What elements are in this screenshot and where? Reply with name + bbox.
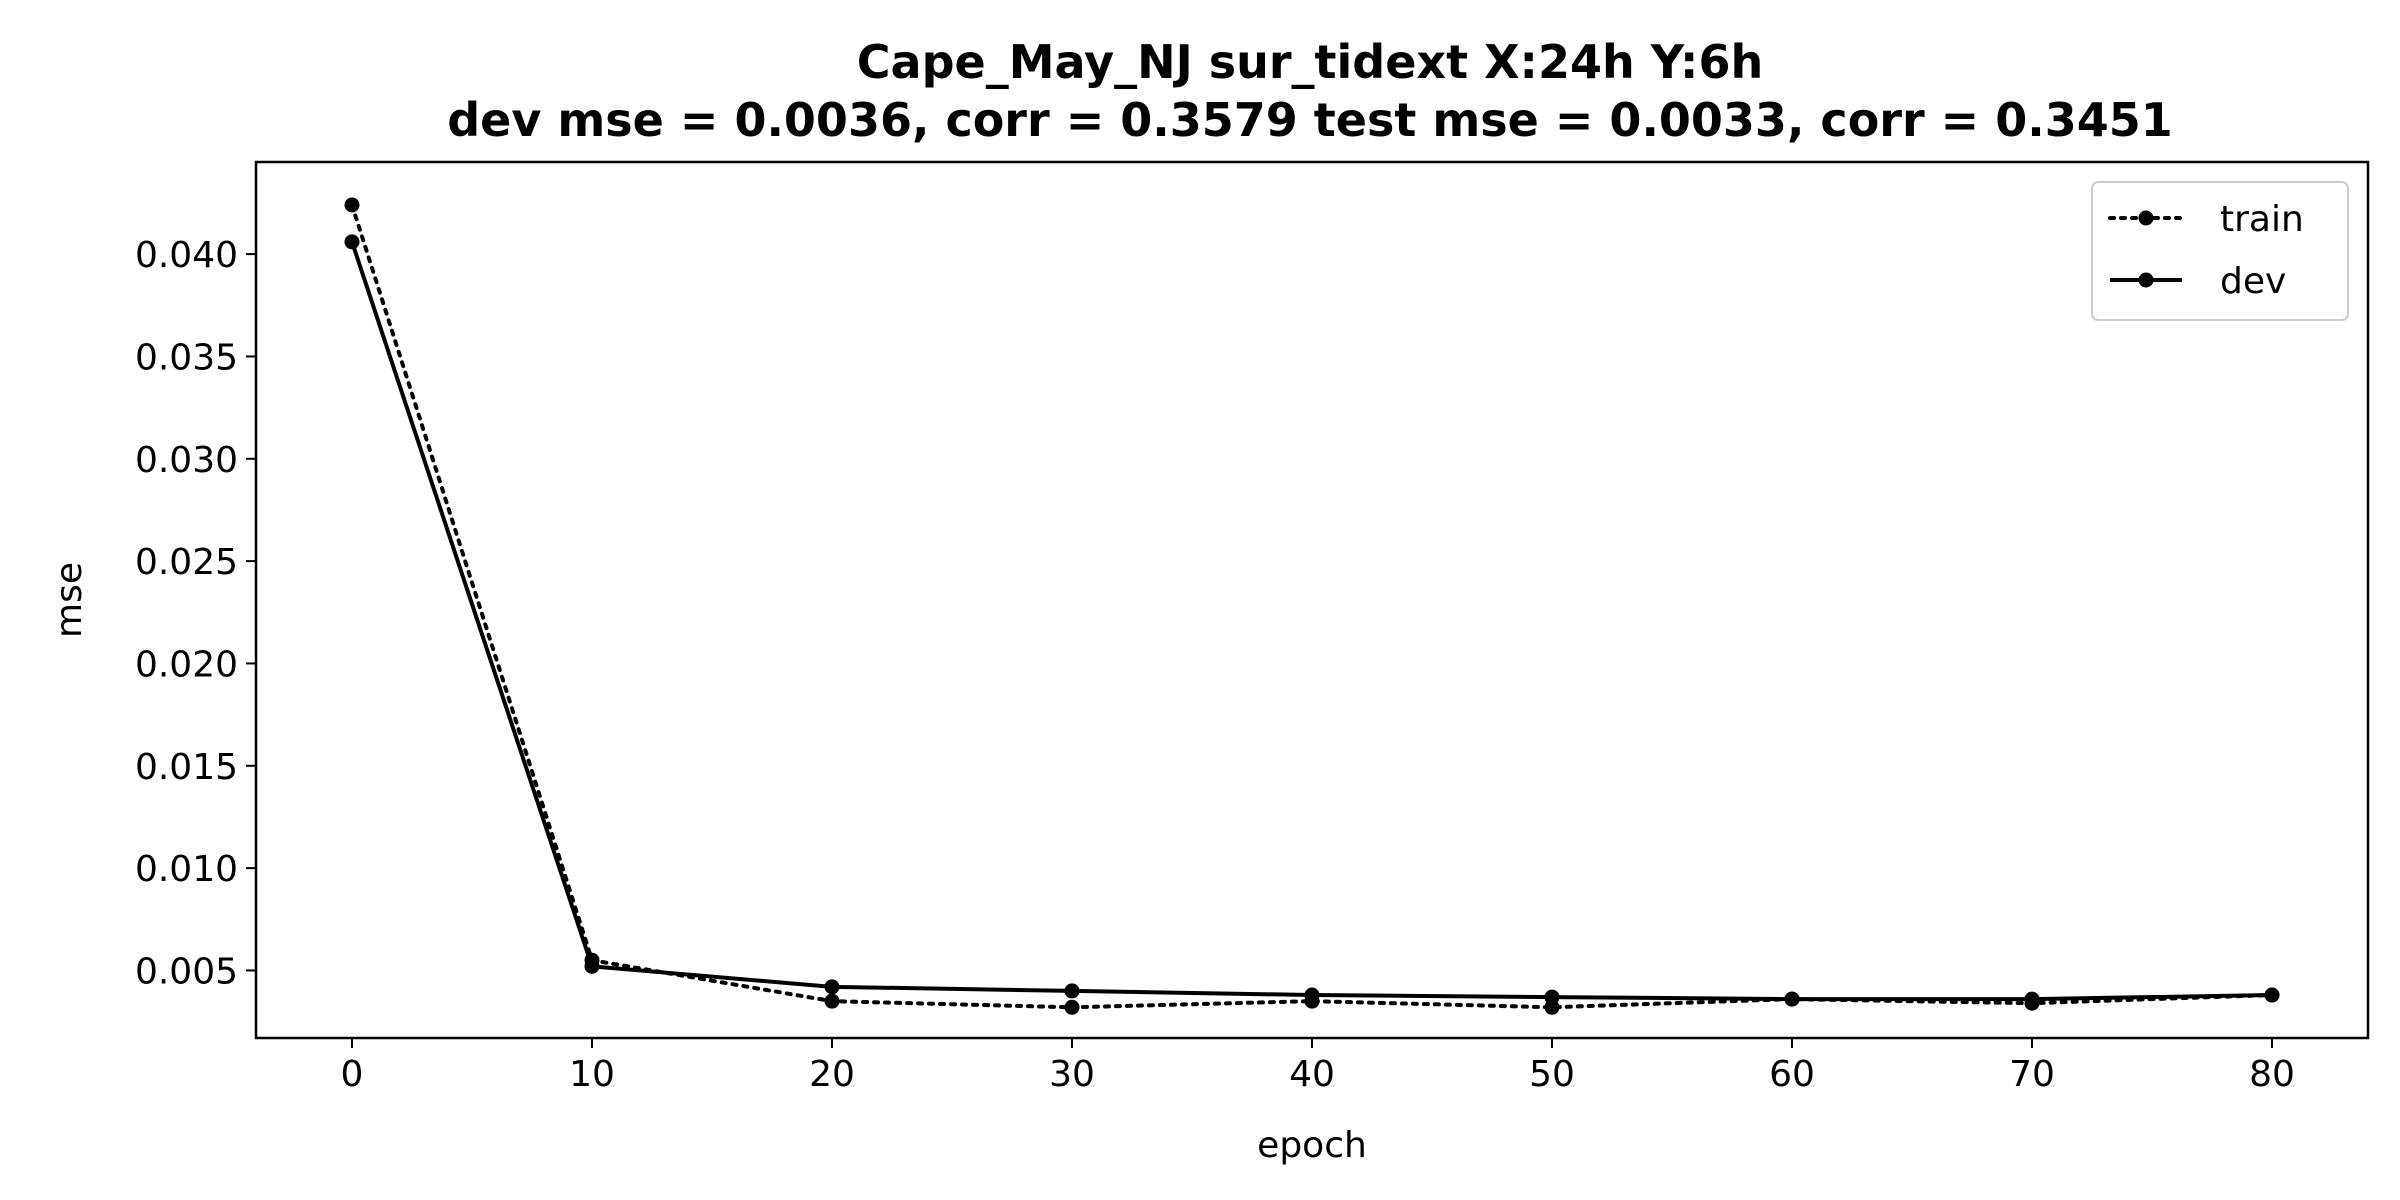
- chart-subtitle: dev mse = 0.0036, corr = 0.3579 test mse…: [447, 93, 2173, 147]
- x-tick-label: 50: [1529, 1054, 1575, 1095]
- plot-area-frame: [254, 160, 2370, 1040]
- y-tick-label: 0.035: [135, 337, 238, 378]
- y-axis-label: mse: [49, 562, 90, 638]
- legend-marker-dev: [2138, 272, 2154, 288]
- legend-label-train: train: [2220, 199, 2304, 240]
- y-tick-label: 0.040: [135, 235, 238, 276]
- data-point-dev: [1064, 983, 1080, 999]
- x-tick-label: 20: [809, 1054, 855, 1095]
- y-tick-label: 0.015: [135, 747, 238, 788]
- x-tick-label: 40: [1289, 1054, 1335, 1095]
- y-tick-label: 0.025: [135, 542, 238, 583]
- data-point-dev: [584, 958, 600, 974]
- legend-marker-train: [2138, 210, 2154, 226]
- legend-label-dev: dev: [2220, 261, 2286, 302]
- y-tick-label: 0.010: [135, 849, 238, 890]
- x-tick-label: 80: [2249, 1054, 2295, 1095]
- y-tick-label: 0.030: [135, 440, 238, 481]
- axis-ticks: 0 10 20 30 40 50 60 70 80 0.005 0.010 0.015 0.020 0.0…: [135, 235, 2295, 1095]
- x-axis-label: epoch: [1257, 1125, 1367, 1166]
- data-point-dev: [2264, 987, 2280, 1003]
- data-point-train: [344, 197, 360, 213]
- series-line-dev: [350, 241, 2273, 1002]
- x-tick-label: 30: [1049, 1054, 1095, 1095]
- x-tick-label: 10: [569, 1054, 615, 1095]
- y-tick-label: 0.005: [135, 951, 238, 992]
- data-point-dev: [1304, 987, 1320, 1003]
- series-layer: [344, 197, 2280, 1015]
- data-point-dev: [2024, 991, 2040, 1007]
- x-tick-label: 0: [341, 1054, 364, 1095]
- data-point-dev: [1784, 991, 1800, 1007]
- chart-title: Cape_May_NJ sur_tidext X:24h Y:6h: [857, 35, 1763, 89]
- data-point-dev: [824, 979, 840, 995]
- data-point-train: [1064, 999, 1080, 1015]
- data-point-dev: [1544, 989, 1560, 1005]
- y-tick-label: 0.020: [135, 644, 238, 685]
- data-point-dev: [344, 234, 360, 250]
- data-point-train: [824, 993, 840, 1009]
- x-tick-label: 70: [2009, 1054, 2055, 1095]
- x-tick-label: 60: [1769, 1054, 1815, 1095]
- series-line-train: [350, 202, 2274, 1010]
- legend: train dev: [2091, 181, 2349, 321]
